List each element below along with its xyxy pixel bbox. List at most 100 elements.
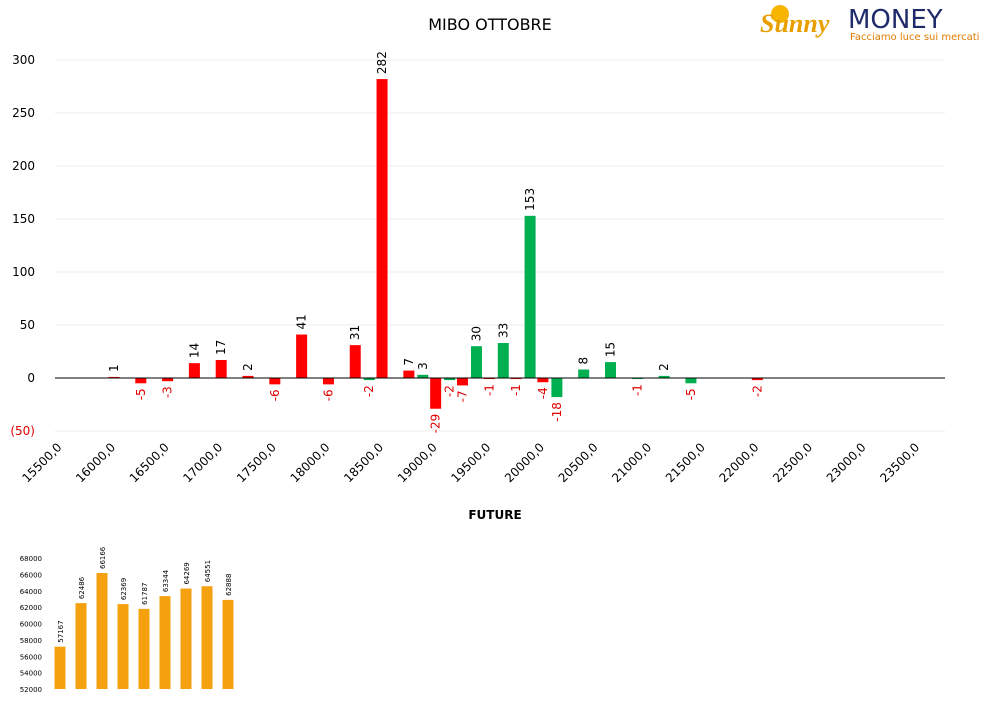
bar (578, 369, 590, 378)
y-tick-label: 64000 (20, 588, 42, 596)
bar (470, 346, 482, 378)
y-tick-label: 60000 (20, 621, 42, 629)
data-label: 1 (107, 364, 121, 372)
logo-brand2: MONEY (848, 5, 943, 35)
x-tick-label: 23500,0 (877, 440, 922, 485)
chart-title: MIBO OTTOBRE (428, 15, 552, 34)
x-tick-label: 21000,0 (609, 440, 654, 485)
x-tick-label: 21500,0 (663, 440, 708, 485)
bar (444, 378, 456, 381)
x-tick-label: 22500,0 (770, 440, 815, 485)
bar (349, 345, 361, 378)
data-label: 30 (469, 326, 483, 341)
data-label: 61787 (141, 583, 149, 605)
data-label: -6 (321, 389, 335, 401)
y-tick-label: 0 (27, 371, 35, 385)
x-tick-label: 20500,0 (556, 440, 601, 485)
bar (631, 378, 643, 380)
y-tick-label: 56000 (20, 653, 42, 661)
data-label: 2 (657, 363, 671, 371)
data-label: 17 (214, 340, 228, 355)
bar (605, 362, 617, 378)
bar (524, 215, 536, 378)
data-label: -7 (455, 390, 469, 402)
bar (751, 378, 763, 381)
y-tick-label: 66000 (20, 571, 42, 579)
data-label: 62369 (120, 578, 128, 600)
bar (497, 343, 509, 378)
bar (456, 378, 468, 386)
data-label: 7 (402, 358, 416, 366)
data-label: 62486 (78, 576, 86, 599)
bar (376, 79, 388, 378)
bar (215, 359, 227, 378)
y-tick-label: 150 (12, 212, 35, 226)
bar (269, 378, 281, 385)
data-label: 66166 (99, 546, 107, 569)
y-tick-label: (50) (10, 424, 35, 438)
x-tick-label: 16500,0 (127, 440, 172, 485)
data-label: 153 (523, 188, 537, 211)
data-label: -4 (536, 387, 550, 399)
y-tick-label: 300 (12, 53, 35, 67)
bar (417, 374, 429, 378)
bar (188, 363, 200, 378)
bar (54, 646, 66, 689)
data-label: 15 (604, 342, 618, 357)
bar (685, 378, 697, 384)
data-label: -1 (509, 384, 523, 396)
data-label: 41 (295, 314, 309, 329)
x-tick-label: 18000,0 (288, 440, 333, 485)
data-label: -1 (630, 384, 644, 396)
bar (430, 378, 442, 409)
logo: Sunny MONEY Facciamo luce sui mercati (760, 5, 979, 43)
x-tick-label: 16000,0 (73, 440, 118, 485)
x-tick-label: 19500,0 (448, 440, 493, 485)
x-tick-label: 19000,0 (395, 440, 440, 485)
data-label: 8 (577, 357, 591, 365)
bar (138, 608, 150, 689)
x-tick-label: 23000,0 (824, 440, 869, 485)
data-label: 64269 (183, 562, 191, 584)
bar (117, 604, 129, 689)
data-label: 14 (187, 343, 201, 358)
data-label: 3 (416, 362, 430, 370)
y-tick-label: 50 (20, 318, 35, 332)
chart-title: FUTURE (468, 508, 521, 522)
bar (537, 378, 549, 383)
y-tick-label: 200 (12, 159, 35, 173)
bar (162, 378, 174, 382)
data-label: 2 (241, 363, 255, 371)
data-label: -18 (550, 402, 564, 422)
x-tick-label: 18500,0 (341, 440, 386, 485)
bar (242, 375, 254, 378)
bar (108, 376, 120, 378)
bar (510, 378, 522, 380)
x-tick-label: 17500,0 (234, 440, 279, 485)
bar (551, 378, 563, 398)
y-tick-label: 250 (12, 106, 35, 120)
logo-tagline: Facciamo luce sui mercati (850, 32, 979, 43)
data-label: -5 (134, 388, 148, 400)
data-label: -5 (684, 388, 698, 400)
data-label: 64551 (204, 560, 212, 582)
data-label: -29 (429, 414, 443, 434)
data-label: 33 (496, 323, 510, 338)
y-tick-label: 100 (12, 265, 35, 279)
bar (159, 596, 171, 689)
logo-sun (771, 5, 789, 23)
data-label: -6 (268, 389, 282, 401)
x-tick-label: 15500,0 (19, 440, 64, 485)
data-label: 282 (375, 51, 389, 74)
bar (180, 588, 192, 689)
data-label: 62888 (225, 574, 233, 596)
bar (403, 370, 415, 378)
data-label: -1 (482, 384, 496, 396)
y-tick-label: 58000 (20, 637, 42, 645)
data-label: -3 (161, 386, 175, 398)
data-label: 57167 (57, 620, 65, 642)
bar (96, 573, 108, 689)
data-label: -2 (750, 385, 764, 397)
logo-brand: Sunny (760, 9, 830, 38)
